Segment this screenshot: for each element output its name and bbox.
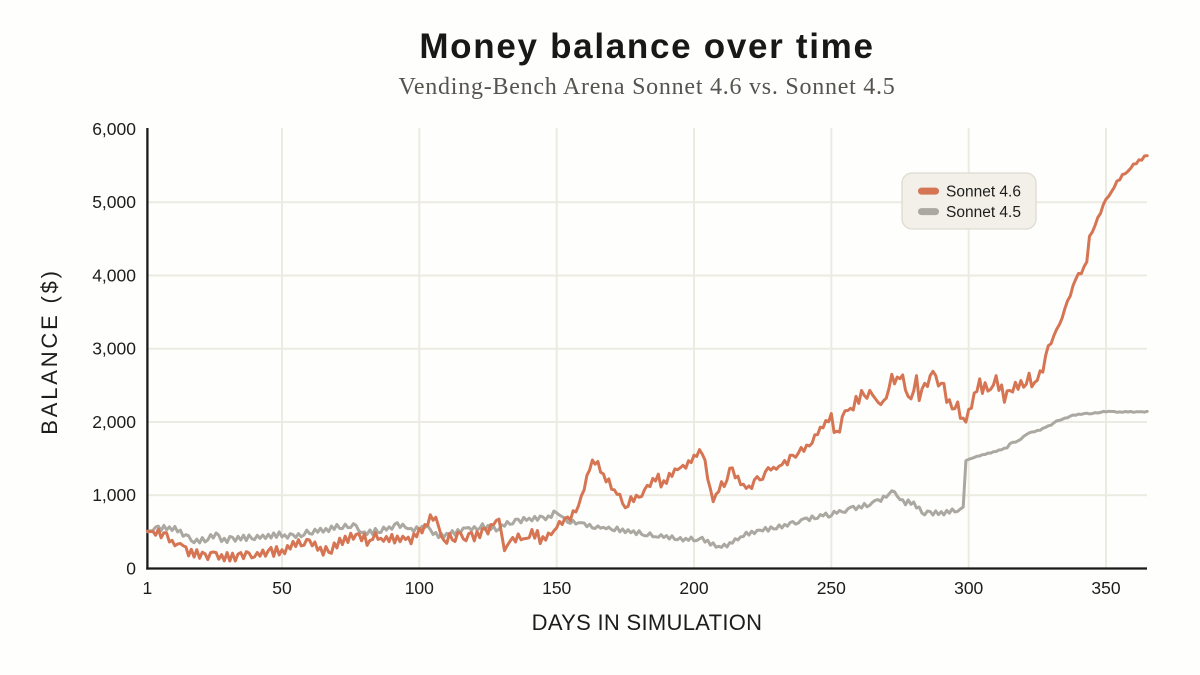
svg-text:1,000: 1,000: [92, 485, 136, 505]
svg-text:0: 0: [126, 559, 136, 579]
svg-text:4,000: 4,000: [92, 266, 136, 286]
svg-text:BALANCE ($): BALANCE ($): [37, 268, 62, 435]
svg-text:50: 50: [272, 578, 292, 598]
svg-text:150: 150: [542, 578, 571, 598]
svg-text:5,000: 5,000: [92, 192, 136, 212]
svg-text:200: 200: [679, 578, 708, 598]
svg-text:300: 300: [954, 578, 983, 598]
svg-text:350: 350: [1091, 578, 1120, 598]
svg-text:250: 250: [817, 578, 846, 598]
svg-text:Sonnet 4.6: Sonnet 4.6: [946, 184, 1021, 201]
svg-text:100: 100: [405, 578, 434, 598]
svg-text:DAYS IN SIMULATION: DAYS IN SIMULATION: [532, 610, 763, 635]
svg-text:6,000: 6,000: [92, 119, 136, 139]
svg-text:Sonnet 4.5: Sonnet 4.5: [946, 204, 1021, 221]
svg-text:2,000: 2,000: [92, 412, 136, 432]
svg-text:1: 1: [143, 578, 153, 598]
svg-text:3,000: 3,000: [92, 339, 136, 359]
